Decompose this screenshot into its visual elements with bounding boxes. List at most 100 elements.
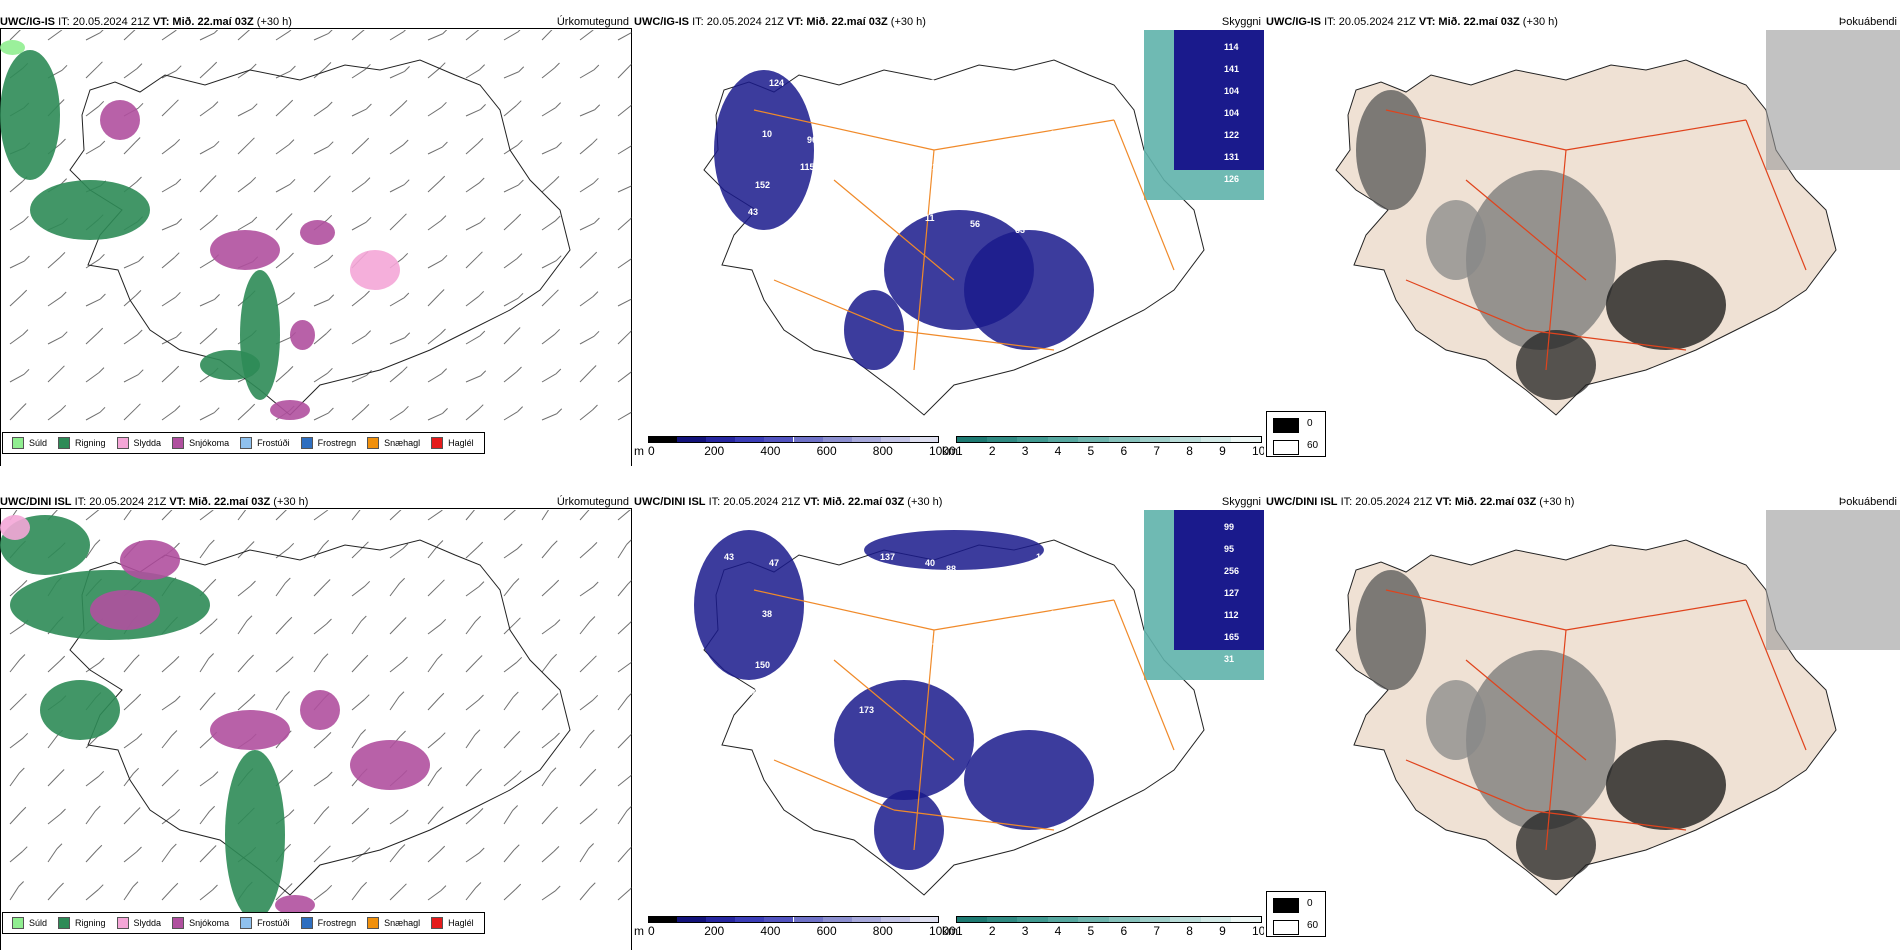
- panel-header: UWC/IG-IS IT: 20.05.2024 21Z VT: Mið. 22…: [0, 16, 292, 28]
- cloud-blobs: [714, 30, 1264, 370]
- legend-label: Frostúði: [257, 918, 290, 928]
- ocean-ceiling-label: 114: [1224, 42, 1239, 52]
- wind-barb-icon: [351, 881, 367, 901]
- wind-barb-icon: [541, 289, 559, 307]
- fog-legend-swatch: [1273, 920, 1299, 935]
- wind-barb-icon: [85, 367, 105, 383]
- ceiling-label: 57: [1036, 72, 1046, 82]
- wind-barb-icon: [427, 806, 444, 825]
- ceiling-labels: 50 124 15 123 100 82 21 36 57 75 10 90 81 66 79 63 77 211…: [724, 42, 1239, 268]
- wind-barb-icon: [541, 767, 557, 787]
- road: [1565, 599, 1747, 631]
- map-frame: [0, 28, 632, 466]
- wind-barb-icon: [161, 99, 179, 117]
- road: [1385, 109, 1567, 151]
- ceiling-label: 103: [800, 642, 815, 652]
- ceiling-label: 151: [1050, 129, 1065, 139]
- wind-barb-icon: [465, 177, 485, 193]
- wind-barb-icon: [617, 732, 632, 749]
- wind-barb-icon: [389, 617, 407, 635]
- wind-barb-icon: [541, 619, 561, 635]
- wind-barb-icon: [427, 368, 447, 383]
- wind-barb-icon: [465, 882, 482, 901]
- wind-barb-icon: [313, 101, 333, 117]
- precip-area: [0, 515, 30, 540]
- wind-barb-icon: [313, 884, 333, 901]
- wind-barb-icon: [465, 808, 484, 825]
- wind-barb-icon: [389, 292, 410, 307]
- ceiling-label: 71: [932, 642, 942, 652]
- legend-item: Haglél: [426, 437, 474, 449]
- wind-barb-icon: [389, 543, 409, 559]
- wind-barb-icon: [503, 543, 523, 559]
- wind-barb-icon: [351, 30, 365, 41]
- ceiling-label: 227: [977, 168, 992, 178]
- cloud-map: 50 124 15 123 100 82 21 36 57 75 10 90 81 66 79 63 77 211…: [703, 30, 1264, 416]
- low-cloud-area: [874, 790, 944, 870]
- colorbar-unit: m: [634, 924, 644, 938]
- ceiling-label: 11: [925, 213, 935, 223]
- wind-barb-icon: [161, 882, 179, 901]
- wind-barb-icon: [579, 104, 601, 117]
- fog-legend-label: 60: [1307, 440, 1319, 451]
- wind-barb-icon: [389, 883, 407, 901]
- colorbar-tick: 5: [1087, 444, 1095, 458]
- ceiling-label: 92: [1022, 654, 1032, 664]
- ocean-ceiling-label: 126: [1224, 174, 1239, 184]
- ceiling-label: 197: [1029, 603, 1044, 613]
- wind-barb-icon: [389, 213, 407, 231]
- ceiling-label: 120: [977, 648, 992, 658]
- wind-barb-icon: [503, 100, 522, 117]
- wind-barb-icon: [199, 539, 215, 559]
- legend-swatch: [240, 437, 253, 449]
- wind-barb-icon: [313, 732, 332, 749]
- wind-barb-icon: [503, 253, 523, 269]
- wind-barb-icon: [313, 407, 334, 421]
- colorbar-tick: 600: [816, 924, 837, 938]
- wind-barb-icon: [161, 178, 182, 193]
- panel-type-label: Þokuábendi: [1838, 496, 1897, 508]
- wind-barb-icon: [237, 580, 256, 597]
- wind-barb-icon: [9, 255, 30, 269]
- cbar-km: km 1 2 3 4 5 6 7 8 9 10: [942, 436, 1264, 460]
- ceiling-label: 79: [918, 129, 928, 139]
- wind-barb-icon: [9, 693, 27, 711]
- wind-barb-icon: [503, 510, 517, 521]
- cbar-m: m 0 200 400 600 800 1000: [634, 916, 956, 940]
- wind-barb-icon: [123, 654, 140, 673]
- wind-barb-icon: [427, 289, 445, 307]
- fog-area: [1426, 200, 1486, 280]
- road: [1405, 759, 1527, 811]
- cloud-panel-top: UWC/IG-IS IT: 20.05.2024 21Z VT: Mið. 22…: [634, 14, 1264, 466]
- wind-barb-icon: [123, 329, 143, 345]
- wind-barb-icon: [541, 885, 561, 901]
- wind-barb-icon: [427, 215, 447, 231]
- wind-barb-icon: [313, 254, 334, 269]
- legend-label: Haglél: [448, 438, 474, 448]
- low-cloud-area: [864, 530, 1044, 570]
- road: [773, 279, 895, 331]
- legend-item: Súld: [7, 917, 47, 929]
- ceiling-label: 84: [1057, 558, 1067, 568]
- wind-barb-icon: [617, 62, 632, 79]
- ceiling-label: 101: [932, 162, 947, 172]
- panel-type-label: Úrkomutegund: [556, 496, 629, 508]
- legend-item: Rigning: [53, 437, 106, 449]
- ceiling-label: 77: [984, 117, 994, 127]
- colorbar-frame: [648, 916, 939, 923]
- wind-barb-icon: [503, 366, 522, 383]
- wind-barb-icon: [199, 805, 215, 825]
- wind-barb-icon: [47, 404, 67, 421]
- ceiling-label: 113: [866, 654, 881, 664]
- fog-legend: 0 60: [1266, 411, 1326, 457]
- wind-barb-icon: [161, 808, 181, 825]
- ceiling-label: 89: [911, 180, 921, 190]
- wind-barb-icon: [503, 327, 521, 345]
- ceiling-label: 57: [939, 615, 949, 625]
- ceiling-label: 168: [1022, 174, 1037, 184]
- road: [1465, 179, 1587, 281]
- wind-barb-icon: [161, 730, 178, 749]
- ocean-ceiling-label: 131: [1224, 152, 1239, 162]
- colorbar-tick: 600: [816, 444, 837, 458]
- fog-area: [1606, 260, 1726, 350]
